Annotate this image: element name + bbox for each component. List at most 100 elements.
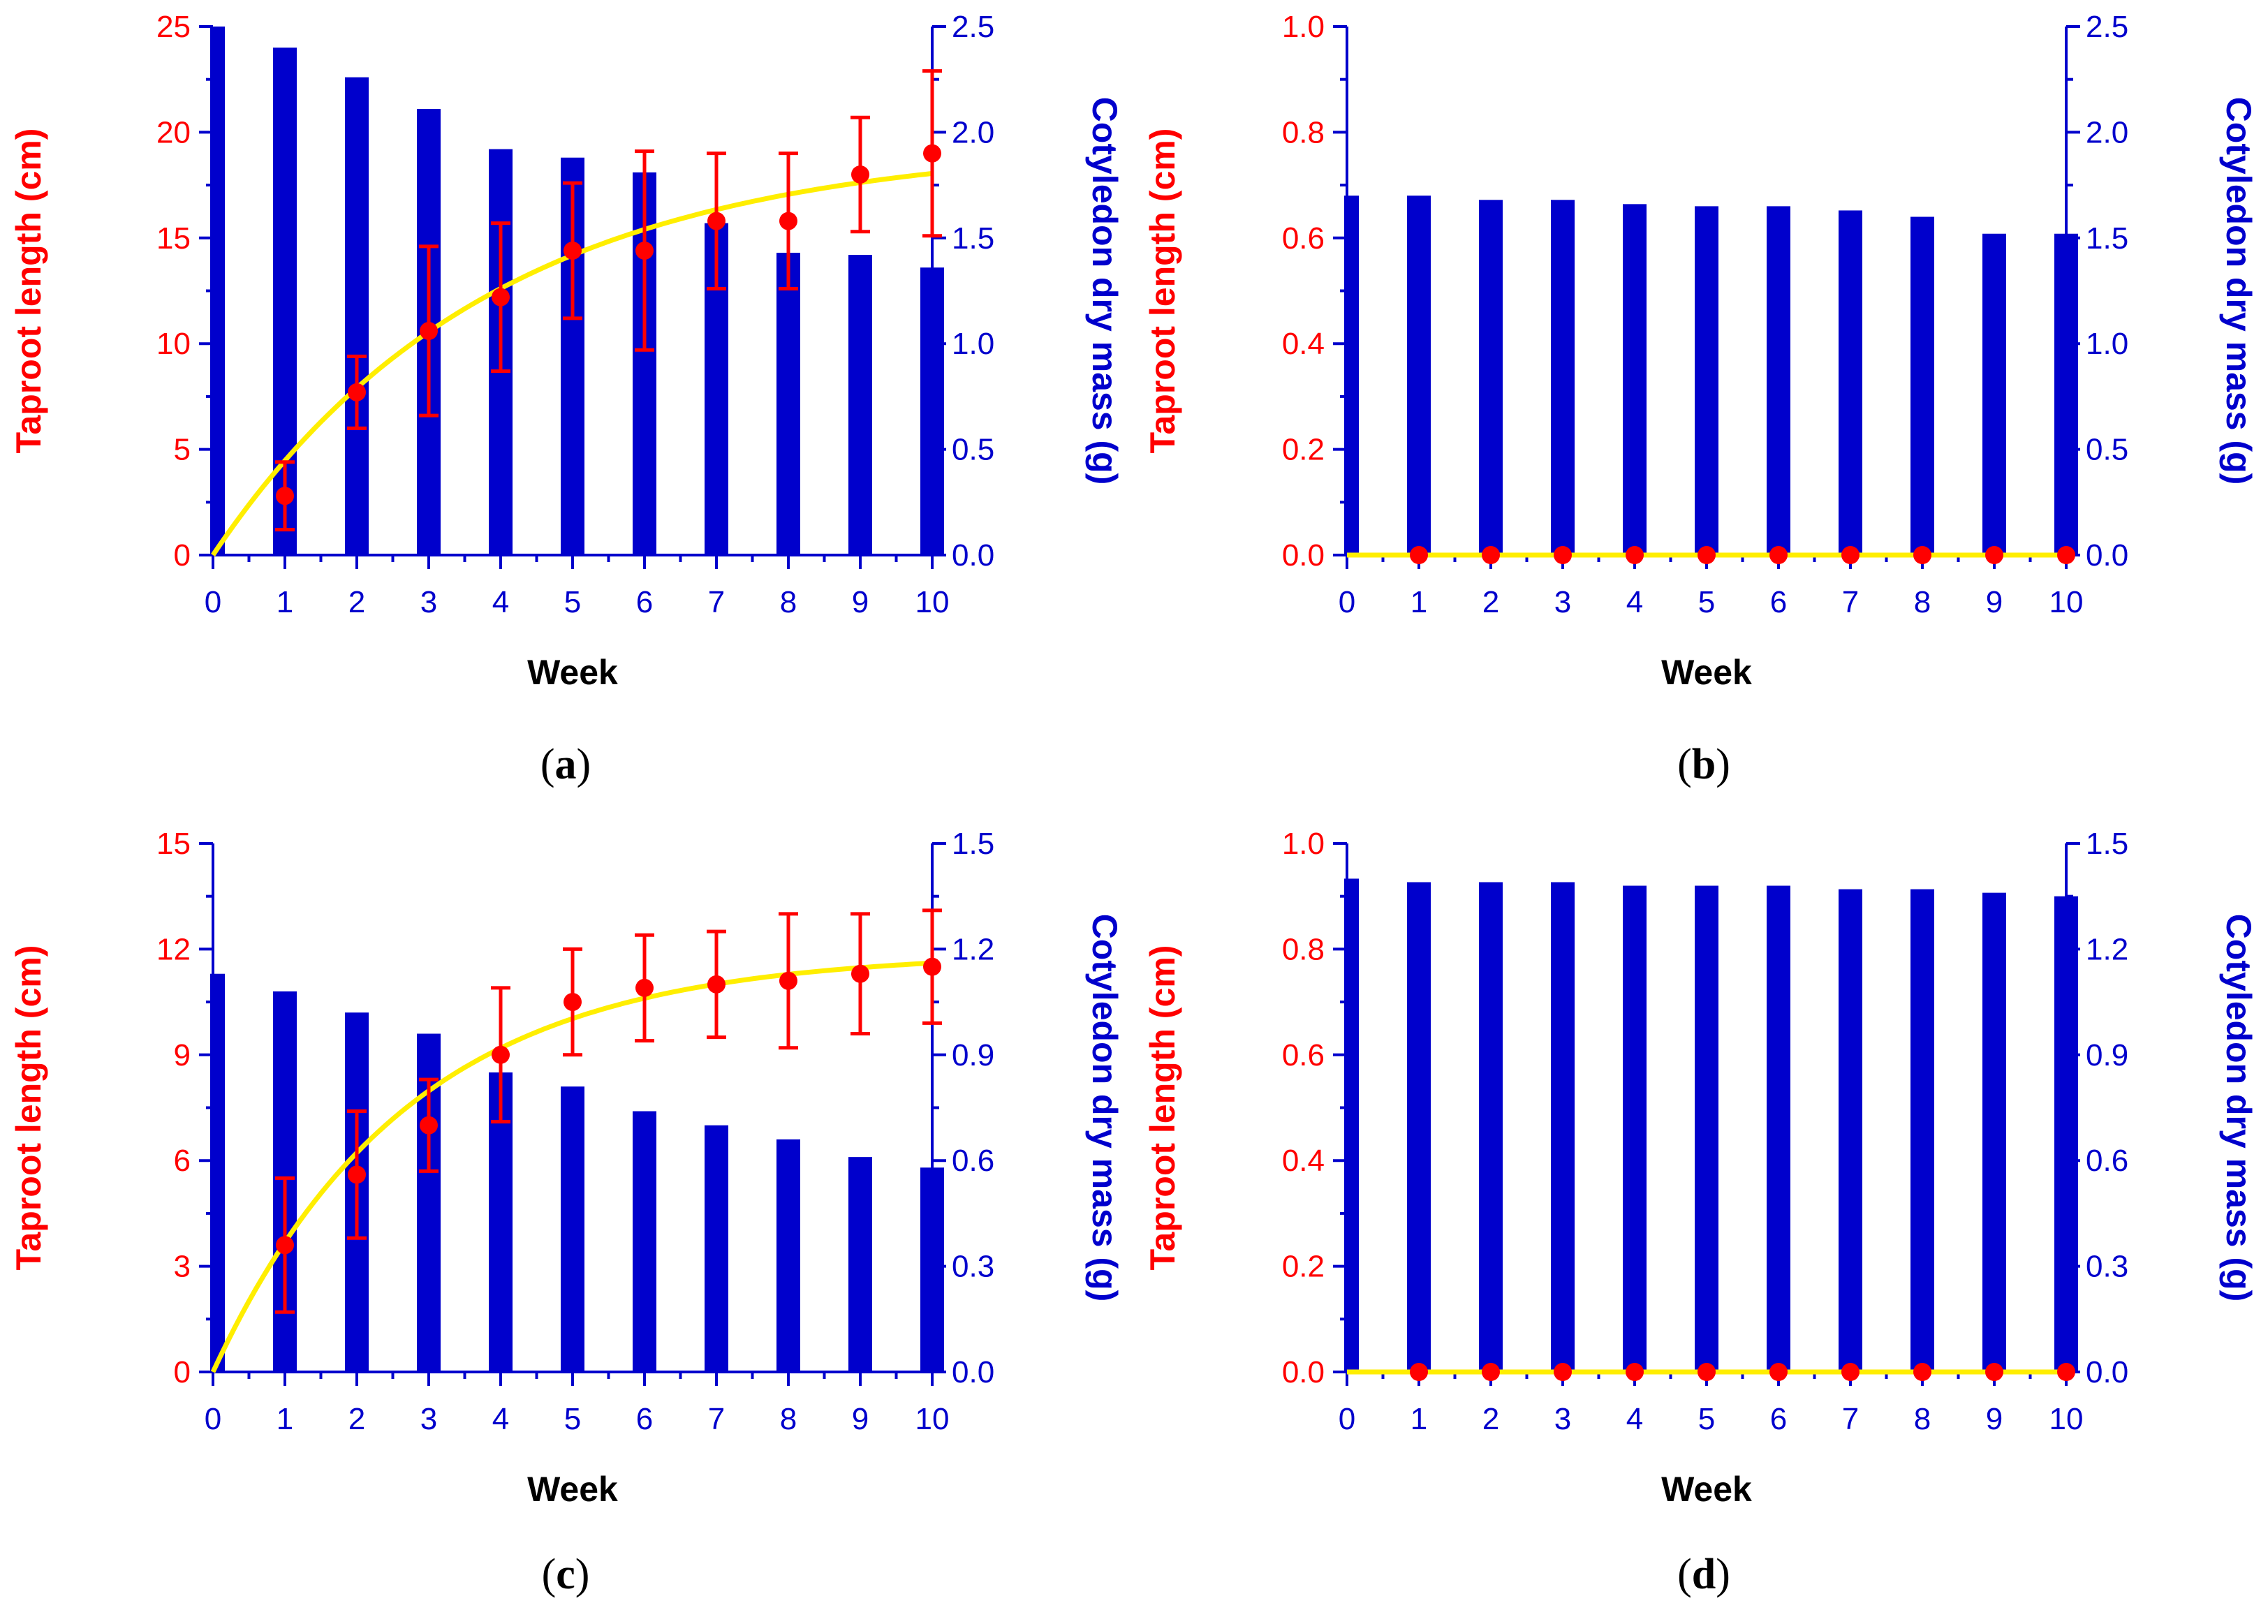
chart-b-x-tick-label-10: 10 <box>2049 585 2084 619</box>
chart-c-bar-5 <box>561 1086 584 1372</box>
chart-d-ylabel-left: Taproot length (cm) <box>1143 945 1182 1271</box>
chart-a-ylabel-left: Taproot length (cm) <box>9 128 48 454</box>
chart-b-bar-5 <box>1695 206 1718 555</box>
chart-c-point-3 <box>492 1045 510 1064</box>
chart-d-point-0 <box>1410 1363 1428 1381</box>
chart-c-left-tick-label-1: 3 <box>174 1250 191 1284</box>
chart-d: 0.0 0.2 0.4 0.6 0.8 1.0 0.0 0.3 0.6 0.9 1.2 1.5 0 1 2 3… <box>1143 827 2258 1509</box>
chart-b-right-tick-label-2: 1.0 <box>2086 327 2128 361</box>
chart-b-right-tick-label-1: 0.5 <box>2086 433 2128 467</box>
chart-a-x-tick-label-1: 1 <box>277 585 293 619</box>
chart-a-point-6 <box>707 212 726 230</box>
chart-a-point-5 <box>635 241 654 260</box>
chart-c-left-tick-label-0: 0 <box>174 1355 191 1389</box>
chart-d-point-6 <box>1841 1363 1860 1381</box>
chart-d-bar-7 <box>1839 889 1862 1372</box>
chart-a-x-tick-label-5: 5 <box>564 585 581 619</box>
chart-b-point-5 <box>1769 546 1788 564</box>
chart-d-point-3 <box>1626 1363 1644 1381</box>
chart-b-right-tick-label-4: 2.0 <box>2086 115 2128 149</box>
chart-a-x-tick-label-8: 8 <box>780 585 797 619</box>
chart-d-right-tick-label-0: 0.0 <box>2086 1355 2128 1389</box>
chart-d-right-tick-label-4: 1.2 <box>2086 932 2128 966</box>
chart-b-left-tick-label-1: 0.2 <box>1282 433 1325 467</box>
panel-d: 0.0 0.2 0.4 0.6 0.8 1.0 0.0 0.3 0.6 0.9 1.2 1.5 0 1 2 3… <box>1134 817 2268 1529</box>
chart-b-x-tick-label-7: 7 <box>1842 585 1859 619</box>
chart-b-point-6 <box>1841 546 1860 564</box>
chart-d-bar-5 <box>1695 885 1718 1372</box>
chart-b-bar-4 <box>1623 204 1647 555</box>
chart-d-left-tick-label-3: 0.6 <box>1282 1038 1325 1072</box>
chart-a-ylabel-right: Cotyledon dry mass (g) <box>1085 97 1124 485</box>
chart-b-point-2 <box>1554 546 1572 564</box>
chart-d-point-8 <box>1985 1363 2003 1381</box>
chart-b-bar-6 <box>1767 206 1790 555</box>
chart-a-x-tick-label-6: 6 <box>636 585 653 619</box>
chart-b-xlabel: Week <box>1661 653 1752 692</box>
chart-c-bar-9 <box>848 1157 872 1372</box>
chart-c-right-tick-label-3: 0.9 <box>952 1038 994 1072</box>
chart-d-point-7 <box>1913 1363 1931 1381</box>
chart-b-x-tick-label-2: 2 <box>1482 585 1499 619</box>
chart-a-x-tick-label-2: 2 <box>348 585 365 619</box>
chart-b-right-tick-label-0: 0.0 <box>2086 538 2128 573</box>
chart-a-right-tick-label-1: 0.5 <box>952 433 994 467</box>
chart-b-bar-2 <box>1479 200 1503 555</box>
chart-c-bar-6 <box>633 1111 656 1372</box>
chart-b-point-1 <box>1482 546 1500 564</box>
chart-a-bar-9 <box>848 255 872 555</box>
chart-c-x-tick-label-6: 6 <box>636 1402 653 1436</box>
chart-d-bar-6 <box>1767 885 1790 1372</box>
chart-d-x-tick-label-4: 4 <box>1626 1402 1643 1436</box>
chart-d-bar-3 <box>1551 882 1575 1372</box>
chart-b-left-tick-label-0: 0.0 <box>1282 538 1325 573</box>
chart-b-x-tick-label-8: 8 <box>1914 585 1931 619</box>
chart-b-x-tick-label-5: 5 <box>1698 585 1715 619</box>
chart-d-right-tick-label-3: 0.9 <box>2086 1038 2128 1072</box>
caption-b: (b) <box>1677 741 1730 788</box>
chart-a-x-tick-label-4: 4 <box>492 585 509 619</box>
chart-b-bar-9 <box>1982 233 2006 555</box>
chart-c-x-tick-label-2: 2 <box>348 1402 365 1436</box>
caption-a: (a) <box>540 741 591 788</box>
chart-a-left-tick-label-3: 15 <box>156 221 191 256</box>
chart-d-x-tick-label-6: 6 <box>1770 1402 1787 1436</box>
chart-b-x-tick-label-1: 1 <box>1411 585 1427 619</box>
chart-b-point-8 <box>1985 546 2003 564</box>
chart-a-x-tick-label-7: 7 <box>708 585 725 619</box>
chart-d-ylabel-right: Cotyledon dry mass (g) <box>2219 914 2258 1302</box>
chart-a-left-tick-label-1: 5 <box>174 433 191 467</box>
chart-d-left-tick-label-2: 0.4 <box>1282 1144 1325 1178</box>
chart-d-xlabel: Week <box>1661 1470 1752 1509</box>
chart-d-bar-1 <box>1407 882 1431 1372</box>
chart-c-left-tick-label-2: 6 <box>174 1144 191 1178</box>
chart-c-point-2 <box>420 1116 438 1135</box>
chart-c-x-tick-label-4: 4 <box>492 1402 509 1436</box>
chart-d-x-tick-label-9: 9 <box>1986 1402 2003 1436</box>
chart-b-point-7 <box>1913 546 1931 564</box>
chart-a-point-8 <box>851 165 869 184</box>
chart-d-point-1 <box>1482 1363 1500 1381</box>
chart-b-left-tick-label-5: 1.0 <box>1282 10 1325 44</box>
chart-a-xlabel: Week <box>527 653 618 692</box>
chart-c-left-tick-label-4: 12 <box>156 932 191 966</box>
chart-c-right-tick-label-2: 0.6 <box>952 1144 994 1178</box>
chart-d-x-tick-label-7: 7 <box>1842 1402 1859 1436</box>
chart-b-left-tick-label-3: 0.6 <box>1282 221 1325 256</box>
chart-d-bar-2 <box>1479 882 1503 1372</box>
chart-c-left-tick-label-5: 15 <box>156 827 191 861</box>
chart-b-point-4 <box>1698 546 1716 564</box>
chart-c-point-7 <box>779 971 797 990</box>
chart-c-x-tick-label-7: 7 <box>708 1402 725 1436</box>
chart-a-x-tick-label-3: 3 <box>420 585 437 619</box>
chart-b-point-9 <box>2057 546 2075 564</box>
chart-b-x-tick-label-9: 9 <box>1986 585 2003 619</box>
chart-c-right-tick-label-5: 1.5 <box>952 827 994 861</box>
caption-d: (d) <box>1677 1551 1730 1598</box>
caption-letter-a: a <box>554 741 577 788</box>
chart-b-left-tick-label-4: 0.8 <box>1282 115 1325 149</box>
chart-d-point-2 <box>1554 1363 1572 1381</box>
chart-b-bar-1 <box>1407 195 1431 555</box>
chart-d-right-tick-label-1: 0.3 <box>2086 1250 2128 1284</box>
panel-a: 0 5 10 15 20 25 0.0 0.5 1.0 1.5 2.0 2.5 0 1 2 3 4 5 6 7 8 9 10… <box>0 0 1134 712</box>
